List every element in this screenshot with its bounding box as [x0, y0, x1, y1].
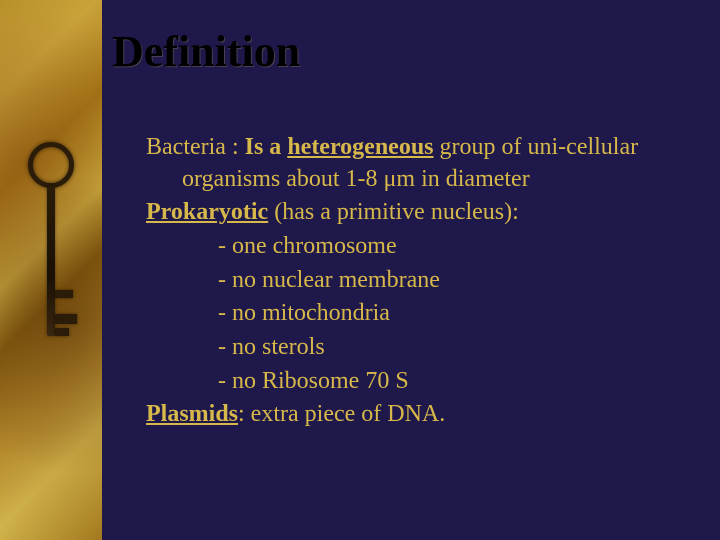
text-plasmids: Plasmids	[146, 401, 238, 427]
line-plasmids: Plasmids: extra piece of DNA.	[146, 399, 686, 431]
text-heterogeneous: heterogeneous	[287, 134, 433, 160]
key-icon	[24, 142, 78, 362]
slide: Definition Bacteria : Is a heterogeneous…	[0, 0, 720, 540]
bullet-nuclear-membrane: - no nuclear membrane	[146, 265, 686, 297]
text-prokaryotic: Prokaryotic	[146, 199, 268, 225]
slide-title: Definition	[112, 26, 300, 77]
bullet-mitochondria: - no mitochondria	[146, 298, 686, 330]
bullet-sterols: - no sterols	[146, 332, 686, 364]
line-bacteria: Bacteria : Is a heterogeneous group of u…	[146, 132, 686, 195]
line-prokaryotic: Prokaryotic (has a primitive nucleus):	[146, 197, 686, 229]
bullet-ribosome: - no Ribosome 70 S	[146, 366, 686, 398]
text-prokaryotic-rest: (has a primitive nucleus):	[268, 199, 519, 225]
text-plasmids-rest: : extra piece of DNA.	[238, 401, 445, 427]
sidebar-texture	[0, 0, 102, 540]
bullet-chromosome: - one chromosome	[146, 231, 686, 263]
slide-body: Bacteria : Is a heterogeneous group of u…	[146, 132, 686, 433]
text-bacteria-label: Bacteria :	[146, 134, 245, 160]
text-isa: Is a	[245, 134, 288, 160]
